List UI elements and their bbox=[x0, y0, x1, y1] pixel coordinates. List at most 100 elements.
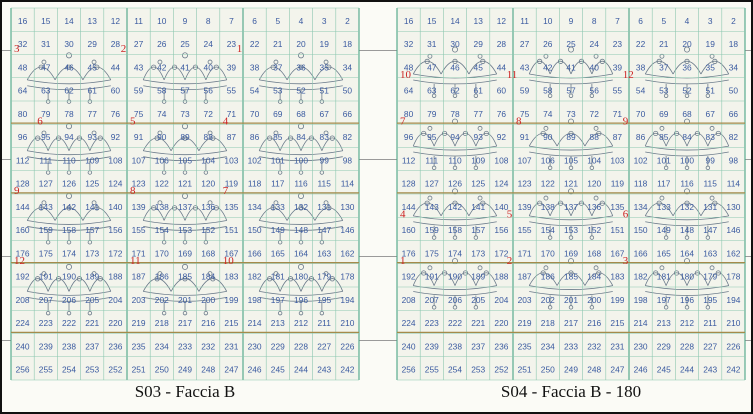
cell-number: 89 bbox=[180, 132, 190, 142]
cell-number: 254 bbox=[448, 365, 462, 375]
cell-number: 37 bbox=[659, 62, 669, 72]
cell-number: 133 bbox=[657, 202, 671, 212]
cell-number: 249 bbox=[178, 365, 192, 375]
block-label: 9 bbox=[623, 115, 629, 127]
cell-number: 26 bbox=[157, 39, 167, 49]
cell-number: 245 bbox=[657, 365, 671, 375]
cell-number: 197 bbox=[271, 295, 285, 305]
cell-number: 70 bbox=[250, 109, 260, 119]
cell-number: 38 bbox=[250, 62, 260, 72]
cell-number: 28 bbox=[497, 39, 507, 49]
cell-number: 229 bbox=[271, 341, 285, 351]
cell-number: 190 bbox=[62, 272, 76, 282]
cell-number: 114 bbox=[727, 179, 741, 189]
cell-number: 246 bbox=[248, 365, 262, 375]
cell-number: 123 bbox=[518, 179, 532, 189]
cell-number: 253 bbox=[471, 365, 485, 375]
block-label: 1 bbox=[400, 255, 406, 267]
cell-number: 54 bbox=[250, 86, 260, 96]
cell-number: 88 bbox=[590, 132, 600, 142]
cell-number: 237 bbox=[85, 341, 99, 351]
cell-number: 19 bbox=[320, 39, 330, 49]
cell-number: 232 bbox=[201, 341, 215, 351]
cell-number: 99 bbox=[320, 155, 330, 165]
cell-number: 76 bbox=[111, 109, 121, 119]
sheet-s04-grid: 16 15 14 13 12 11 10 9 8 7 6 5 4 3 232 31 30 29 28 27 26 25 24… bbox=[396, 7, 746, 381]
cell-number: 74 bbox=[157, 109, 167, 119]
cell-number: 143 bbox=[39, 202, 53, 212]
cell-number: 68 bbox=[682, 109, 692, 119]
cell-number: 248 bbox=[587, 365, 601, 375]
cell-number: 28 bbox=[111, 39, 121, 49]
cell-number: 119 bbox=[611, 179, 625, 189]
cell-number: 20 bbox=[682, 39, 692, 49]
cell-number: 62 bbox=[450, 86, 460, 96]
cell-number: 96 bbox=[18, 132, 28, 142]
cell-number: 61 bbox=[88, 86, 98, 96]
cell-number: 207 bbox=[425, 295, 439, 305]
cell-number: 187 bbox=[518, 272, 532, 282]
cell-number: 72 bbox=[590, 109, 600, 119]
cell-number: 51 bbox=[320, 86, 330, 96]
cell-number: 223 bbox=[425, 318, 439, 328]
cell-number: 109 bbox=[85, 155, 99, 165]
cell-number: 46 bbox=[450, 62, 460, 72]
cell-number: 91 bbox=[520, 132, 530, 142]
cell-number: 86 bbox=[636, 132, 646, 142]
cell-number: 116 bbox=[680, 179, 694, 189]
cell-number: 62 bbox=[64, 86, 74, 96]
cell-number: 181 bbox=[271, 272, 285, 282]
cell-number: 102 bbox=[634, 155, 648, 165]
cell-number: 153 bbox=[178, 225, 192, 235]
cell-number: 63 bbox=[41, 86, 51, 96]
cell-number: 18 bbox=[343, 39, 353, 49]
cell-number: 194 bbox=[726, 295, 740, 305]
cell-number: 111 bbox=[425, 155, 438, 165]
cell-number: 244 bbox=[680, 365, 694, 375]
cell-number: 23 bbox=[613, 39, 623, 49]
cell-number: 59 bbox=[134, 86, 144, 96]
cell-number: 211 bbox=[318, 318, 332, 328]
cell-number: 252 bbox=[494, 365, 508, 375]
cell-number: 10 bbox=[157, 16, 167, 26]
cell-number: 105 bbox=[564, 155, 578, 165]
cell-number: 206 bbox=[448, 295, 462, 305]
cell-number: 170 bbox=[155, 248, 169, 258]
cell-number: 66 bbox=[343, 109, 353, 119]
crown-motif bbox=[258, 192, 344, 245]
cell-number: 137 bbox=[564, 202, 578, 212]
cell-number: 107 bbox=[132, 155, 146, 165]
cell-number: 63 bbox=[427, 86, 437, 96]
cell-number: 121 bbox=[564, 179, 578, 189]
cell-number: 87 bbox=[613, 132, 623, 142]
cell-number: 180 bbox=[680, 272, 694, 282]
cell-number: 69 bbox=[659, 109, 669, 119]
cell-number: 22 bbox=[636, 39, 646, 49]
cell-number: 217 bbox=[564, 318, 578, 328]
cell-number: 136 bbox=[201, 202, 215, 212]
cell-number: 192 bbox=[402, 272, 416, 282]
block-label: 11 bbox=[507, 69, 518, 81]
cell-number: 108 bbox=[494, 155, 508, 165]
cell-number: 53 bbox=[273, 86, 283, 96]
cell-number: 73 bbox=[566, 109, 576, 119]
cell-number: 171 bbox=[518, 248, 532, 258]
cell-number: 173 bbox=[85, 248, 99, 258]
cell-number: 179 bbox=[317, 272, 331, 282]
cell-number: 142 bbox=[448, 202, 462, 212]
cell-number: 168 bbox=[587, 248, 601, 258]
cell-number: 158 bbox=[62, 225, 76, 235]
cell-number: 254 bbox=[62, 365, 76, 375]
cell-number: 27 bbox=[520, 39, 530, 49]
block-label: 2 bbox=[121, 43, 127, 55]
cell-number: 250 bbox=[541, 365, 555, 375]
cell-number: 4 bbox=[685, 16, 690, 26]
cell-number: 217 bbox=[178, 318, 192, 328]
cell-number: 149 bbox=[657, 225, 671, 235]
caption-s03: S03 - Faccia B bbox=[134, 382, 236, 401]
cell-number: 57 bbox=[566, 86, 576, 96]
cell-number: 115 bbox=[318, 179, 332, 189]
cell-number: 90 bbox=[157, 132, 167, 142]
cell-number: 154 bbox=[155, 225, 169, 235]
cell-number: 19 bbox=[706, 39, 716, 49]
